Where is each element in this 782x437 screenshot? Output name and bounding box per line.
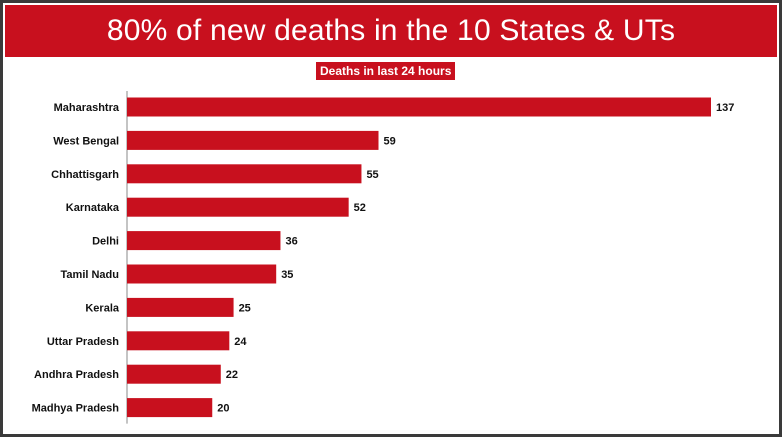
category-label: Chhattisgarh — [51, 169, 119, 181]
category-label: Maharashtra — [54, 102, 120, 114]
category-label: Madhya Pradesh — [32, 403, 120, 415]
category-label: Karnataka — [66, 202, 120, 214]
chart-subtitle: Deaths in last 24 hours — [316, 62, 456, 80]
category-label: Kerala — [85, 302, 120, 314]
data-label: 22 — [226, 369, 238, 381]
chart-title: 80% of new deaths in the 10 States & UTs — [106, 14, 676, 47]
data-label: 137 — [716, 102, 734, 114]
bar-madhya-pradesh — [127, 398, 213, 418]
bar-kerala — [127, 297, 234, 317]
data-label: 20 — [217, 403, 229, 415]
title-banner: 80% of new deaths in the 10 States & UTs — [5, 5, 777, 57]
category-label: West Bengal — [53, 135, 119, 147]
bar-chhattisgarh — [127, 164, 362, 184]
bar-andhra-pradesh — [127, 364, 221, 384]
category-label: Tamil Nadu — [61, 269, 119, 281]
data-label: 25 — [239, 302, 251, 314]
bar-delhi — [127, 231, 281, 251]
bar-tamil-nadu — [127, 264, 277, 284]
data-label: 35 — [281, 269, 293, 281]
data-label: 24 — [234, 336, 247, 348]
category-labels: Maharashtra West Bengal Chhattisgarh Karnat… — [32, 102, 120, 415]
value-labels: 137 59 55 52 36 35 25 24 22 20 — [217, 102, 734, 415]
bar-west-bengal — [127, 130, 379, 150]
data-label: 52 — [354, 202, 366, 214]
category-label: Andhra Pradesh — [34, 369, 119, 381]
bars — [127, 97, 711, 418]
bar-maharashtra — [127, 97, 711, 117]
category-label: Delhi — [92, 236, 119, 248]
category-label: Uttar Pradesh — [47, 336, 119, 348]
bar-uttar-pradesh — [127, 331, 230, 351]
data-label: 55 — [366, 169, 378, 181]
data-label: 59 — [384, 135, 396, 147]
bar-karnataka — [127, 197, 349, 217]
data-label: 36 — [285, 236, 297, 248]
